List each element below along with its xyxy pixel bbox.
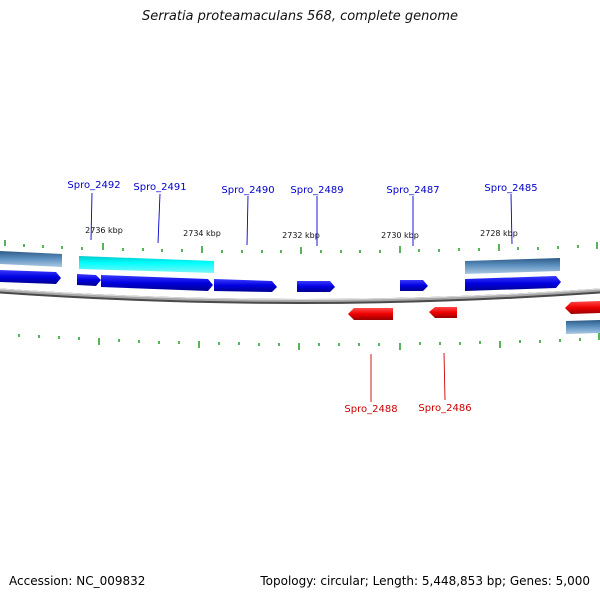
gene-label-spro-2487[interactable]: Spro_2487: [386, 185, 439, 196]
forward-gene[interactable]: [465, 276, 561, 291]
kbp-label: 2728 kbp: [480, 229, 518, 238]
gene-label-spro-2492[interactable]: Spro_2492: [67, 180, 120, 191]
forward-gene[interactable]: [400, 280, 428, 291]
ruler-labels: 2736 kbp 2734 kbp 2732 kbp 2730 kbp 2728…: [85, 226, 518, 240]
genome-summary-text: Topology: circular; Length: 5,448,853 bp…: [260, 574, 590, 588]
forward-gene[interactable]: [214, 279, 277, 292]
feature-band-lower-right: [566, 320, 600, 334]
forward-label-leaders: [90, 192, 513, 246]
feature-band-left: [0, 251, 62, 267]
gene-label-spro-2490[interactable]: Spro_2490: [221, 185, 274, 196]
gene-label-spro-2488[interactable]: Spro_2488: [344, 404, 397, 415]
forward-gene-labels: Spro_2492 Spro_2491 Spro_2490 Spro_2489 …: [67, 180, 537, 196]
forward-gene[interactable]: [297, 281, 335, 292]
reverse-gene-labels: Spro_2488 Spro_2486: [344, 403, 471, 415]
outer-tick-ring: [4, 240, 598, 254]
kbp-label: 2734 kbp: [183, 229, 221, 238]
reverse-gene[interactable]: [429, 307, 457, 318]
gene-label-spro-2489[interactable]: Spro_2489: [290, 185, 343, 196]
gene-label-spro-2485[interactable]: Spro_2485: [484, 183, 537, 194]
forward-gene[interactable]: [101, 275, 213, 291]
inner-tick-ring: [18, 333, 600, 350]
kbp-label: 2736 kbp: [85, 226, 123, 235]
forward-gene[interactable]: [77, 274, 101, 286]
reverse-gene[interactable]: [348, 308, 393, 320]
feature-highlight: [79, 256, 214, 273]
forward-gene[interactable]: [0, 270, 61, 284]
reverse-gene[interactable]: [565, 301, 600, 314]
gene-label-spro-2491[interactable]: Spro_2491: [133, 182, 186, 193]
kbp-label: 2732 kbp: [282, 231, 320, 240]
gene-label-spro-2486[interactable]: Spro_2486: [418, 403, 471, 414]
genome-backbone: [0, 288, 600, 304]
feature-band-right: [465, 258, 560, 274]
reverse-label-leaders: [370, 352, 446, 402]
accession-text: Accession: NC_009832: [9, 574, 146, 588]
genome-title: Serratia proteamaculans 568, complete ge…: [141, 9, 459, 24]
kbp-label: 2730 kbp: [381, 231, 419, 240]
